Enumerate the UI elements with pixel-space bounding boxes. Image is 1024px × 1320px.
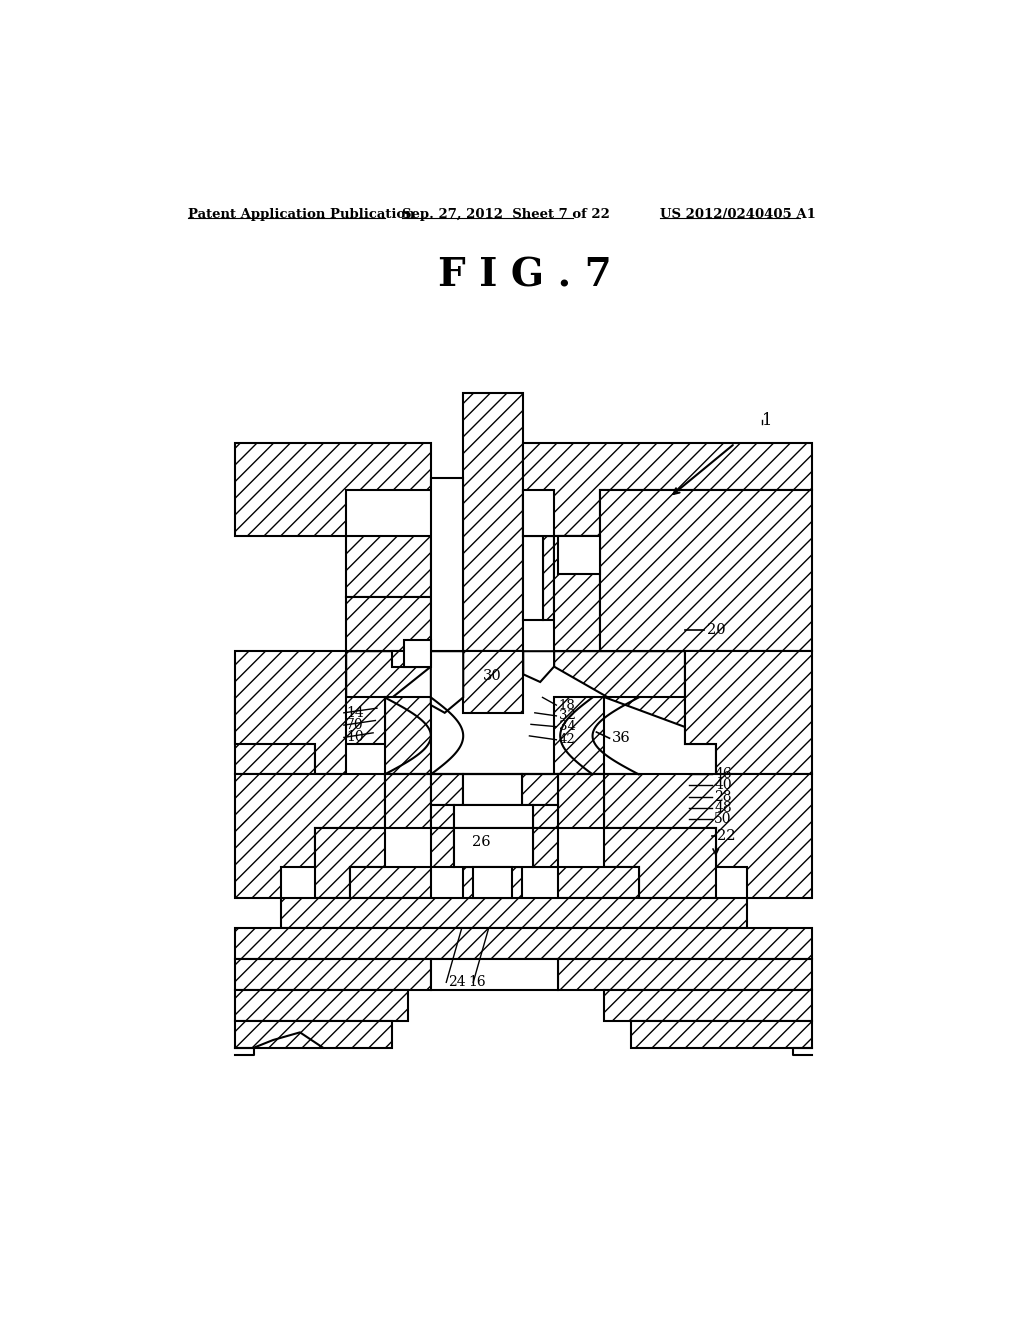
Text: 70: 70 — [346, 718, 364, 733]
Polygon shape — [558, 536, 600, 574]
Text: US 2012/0240405 A1: US 2012/0240405 A1 — [660, 209, 816, 222]
Polygon shape — [431, 960, 558, 990]
Polygon shape — [385, 775, 431, 829]
Polygon shape — [604, 829, 716, 898]
Polygon shape — [600, 490, 812, 651]
Polygon shape — [403, 640, 431, 667]
Polygon shape — [558, 867, 639, 898]
Polygon shape — [350, 867, 431, 898]
Polygon shape — [463, 393, 523, 651]
Polygon shape — [604, 990, 812, 1020]
Polygon shape — [473, 867, 512, 898]
Polygon shape — [234, 697, 385, 775]
Text: 22: 22 — [717, 829, 736, 843]
Polygon shape — [463, 775, 521, 805]
Text: 50: 50 — [714, 812, 732, 826]
Text: 48: 48 — [714, 800, 732, 814]
Polygon shape — [532, 829, 558, 867]
Polygon shape — [234, 928, 812, 960]
Polygon shape — [523, 444, 812, 536]
Text: Patent Application Publication: Patent Application Publication — [188, 209, 415, 222]
Polygon shape — [234, 1020, 392, 1048]
Polygon shape — [523, 536, 543, 620]
Polygon shape — [523, 490, 554, 536]
Polygon shape — [558, 960, 812, 990]
Text: 34: 34 — [559, 721, 575, 733]
Polygon shape — [234, 444, 431, 536]
Text: 42: 42 — [559, 733, 575, 746]
Polygon shape — [234, 651, 346, 775]
Polygon shape — [431, 829, 454, 867]
Polygon shape — [554, 651, 685, 697]
Polygon shape — [554, 536, 600, 651]
Polygon shape — [463, 651, 523, 713]
Text: 30: 30 — [483, 669, 502, 682]
Polygon shape — [454, 805, 532, 829]
Text: Sep. 27, 2012  Sheet 7 of 22: Sep. 27, 2012 Sheet 7 of 22 — [401, 209, 609, 222]
Polygon shape — [685, 651, 812, 775]
Polygon shape — [558, 775, 604, 829]
Polygon shape — [234, 775, 385, 898]
Text: 26: 26 — [472, 836, 490, 849]
Polygon shape — [385, 697, 431, 775]
Text: 28: 28 — [714, 789, 732, 804]
Polygon shape — [431, 775, 463, 805]
Text: 20: 20 — [707, 623, 725, 636]
Polygon shape — [521, 775, 558, 805]
Text: 40: 40 — [714, 779, 732, 792]
Text: F I G . 7: F I G . 7 — [438, 256, 611, 294]
Polygon shape — [234, 960, 431, 990]
Polygon shape — [543, 536, 554, 620]
Polygon shape — [532, 805, 558, 829]
Polygon shape — [346, 536, 431, 598]
Polygon shape — [431, 651, 463, 713]
Polygon shape — [454, 829, 532, 867]
Text: 32: 32 — [559, 709, 575, 722]
Polygon shape — [554, 697, 604, 775]
Text: 36: 36 — [611, 731, 631, 746]
Polygon shape — [281, 898, 746, 928]
Polygon shape — [523, 651, 554, 682]
Polygon shape — [604, 775, 812, 898]
Text: 16: 16 — [468, 975, 485, 989]
Polygon shape — [463, 867, 521, 906]
Text: 46: 46 — [714, 767, 732, 781]
Text: 10: 10 — [346, 730, 364, 744]
Polygon shape — [315, 829, 385, 898]
Polygon shape — [346, 598, 431, 651]
Polygon shape — [431, 805, 454, 829]
Polygon shape — [431, 478, 463, 651]
Text: 1: 1 — [762, 412, 772, 429]
Text: 18: 18 — [559, 698, 575, 711]
Polygon shape — [392, 651, 431, 667]
Polygon shape — [604, 697, 812, 775]
Polygon shape — [234, 990, 408, 1020]
Polygon shape — [631, 1020, 812, 1048]
Polygon shape — [346, 651, 431, 697]
Text: 14: 14 — [346, 706, 364, 719]
Text: 24: 24 — [447, 975, 466, 989]
